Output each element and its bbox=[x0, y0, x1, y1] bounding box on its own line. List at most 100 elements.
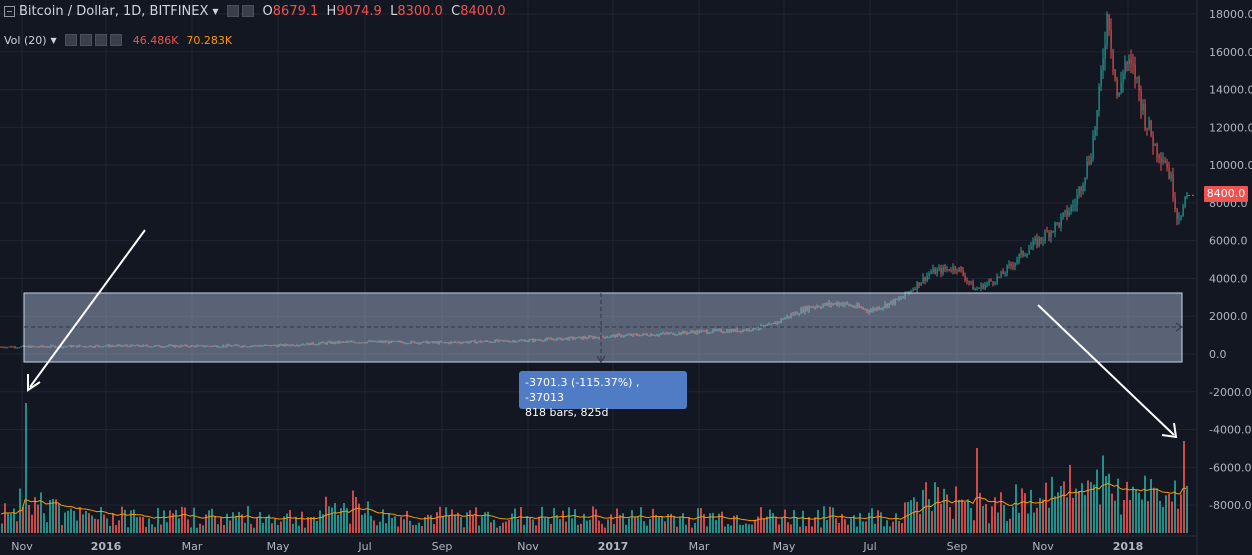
candle-body bbox=[1066, 210, 1068, 216]
candle-body bbox=[336, 341, 338, 344]
volume-bar bbox=[640, 507, 642, 533]
candle-body bbox=[852, 305, 854, 307]
candle-body bbox=[76, 345, 78, 348]
candle-body bbox=[88, 345, 90, 347]
volume-bar bbox=[211, 508, 213, 533]
volume-bar bbox=[187, 519, 189, 533]
settings-icon[interactable] bbox=[226, 5, 239, 17]
volume-bar bbox=[229, 520, 231, 533]
eye-icon[interactable] bbox=[64, 34, 77, 46]
candle-body bbox=[202, 345, 204, 347]
time-tick-label: Nov bbox=[517, 540, 539, 553]
volume-bar bbox=[67, 510, 69, 533]
candle-body bbox=[836, 302, 838, 306]
candle-body bbox=[894, 298, 896, 305]
candle-body bbox=[324, 342, 326, 344]
candle-body bbox=[492, 341, 494, 343]
volume-bar bbox=[316, 520, 318, 533]
settings-icon[interactable] bbox=[79, 34, 92, 46]
candle-body bbox=[146, 345, 148, 347]
candle-body bbox=[908, 291, 910, 293]
candle-body bbox=[1010, 264, 1012, 266]
volume-bar bbox=[184, 507, 186, 533]
candle-body bbox=[594, 337, 596, 339]
candle-body bbox=[0, 346, 2, 348]
volume-bar bbox=[277, 524, 279, 533]
volume-bar bbox=[106, 518, 108, 533]
candle-body bbox=[618, 334, 620, 336]
symbol-title[interactable]: Bitcoin / Dollar, 1D, BITFINEX bbox=[19, 3, 209, 19]
candle-body bbox=[208, 345, 210, 347]
candle-body bbox=[250, 345, 252, 347]
volume-bar bbox=[478, 525, 480, 533]
candle-body bbox=[422, 341, 424, 343]
volume-bar bbox=[760, 507, 762, 533]
candle-body bbox=[430, 341, 432, 343]
candle-body bbox=[1112, 49, 1114, 70]
candle-body bbox=[246, 346, 248, 348]
candle-body bbox=[1012, 265, 1014, 267]
candle-body bbox=[248, 346, 250, 348]
volume-bar bbox=[22, 506, 24, 533]
candle-body bbox=[1124, 62, 1126, 74]
candle-body bbox=[606, 337, 608, 339]
candle-body bbox=[276, 345, 278, 347]
candle-body bbox=[790, 314, 792, 318]
candle-body bbox=[122, 345, 124, 347]
candle-body bbox=[1114, 69, 1116, 80]
volume-bar bbox=[82, 514, 84, 533]
candle-body bbox=[1004, 273, 1006, 275]
volume-bar bbox=[1177, 508, 1179, 533]
chevron-down-icon[interactable]: ▼ bbox=[212, 6, 219, 16]
chevron-down-icon[interactable]: ▼ bbox=[50, 35, 57, 45]
candle-body bbox=[756, 328, 758, 330]
candle-body bbox=[502, 340, 504, 342]
volume-bar bbox=[547, 518, 549, 533]
candle-body bbox=[808, 306, 810, 311]
candle-body bbox=[1078, 187, 1080, 196]
candle-body bbox=[880, 308, 882, 310]
candle-body bbox=[170, 345, 172, 347]
volume-bar bbox=[190, 527, 192, 533]
candle-body bbox=[1092, 135, 1094, 159]
candle-body bbox=[434, 341, 436, 343]
candle-body bbox=[1046, 231, 1048, 233]
candle-body bbox=[1140, 91, 1142, 111]
volume-bar bbox=[55, 499, 57, 533]
volume-bar bbox=[79, 507, 81, 533]
candle-body bbox=[1136, 77, 1138, 79]
hide-icon[interactable] bbox=[241, 5, 254, 17]
candle-body bbox=[806, 306, 808, 311]
candle-body bbox=[1166, 163, 1168, 168]
candle-body bbox=[898, 298, 900, 300]
candle-body bbox=[826, 303, 828, 305]
candle-body bbox=[862, 307, 864, 310]
volume-bar bbox=[718, 513, 720, 533]
volume-bar bbox=[115, 525, 117, 533]
volume-bar bbox=[85, 511, 87, 533]
close-icon[interactable] bbox=[109, 34, 122, 46]
volume-bar bbox=[565, 521, 567, 533]
more-icon[interactable] bbox=[94, 34, 107, 46]
collapse-legend-icon[interactable] bbox=[4, 5, 15, 17]
candle-body bbox=[1122, 73, 1124, 83]
candle-body bbox=[680, 332, 682, 335]
candle-body bbox=[530, 339, 532, 341]
volume-bar bbox=[634, 516, 636, 533]
candle-body bbox=[918, 282, 920, 286]
candle-body bbox=[496, 340, 498, 342]
candle-body bbox=[840, 303, 842, 306]
volume-bar bbox=[418, 522, 420, 533]
volume-bar bbox=[895, 513, 897, 533]
volume-label[interactable]: Vol (20) bbox=[4, 33, 47, 47]
candle-body bbox=[1110, 29, 1112, 50]
candle-body bbox=[820, 307, 822, 309]
candle-body bbox=[364, 342, 366, 344]
price-tick-label: 6000.0 bbox=[1209, 235, 1248, 248]
candle-body bbox=[670, 332, 672, 334]
candle-body bbox=[838, 303, 840, 306]
volume-bar bbox=[1084, 495, 1086, 533]
measure-tooltip: -3701.3 (-115.37%) , -37013 818 bars, 82… bbox=[519, 371, 687, 419]
